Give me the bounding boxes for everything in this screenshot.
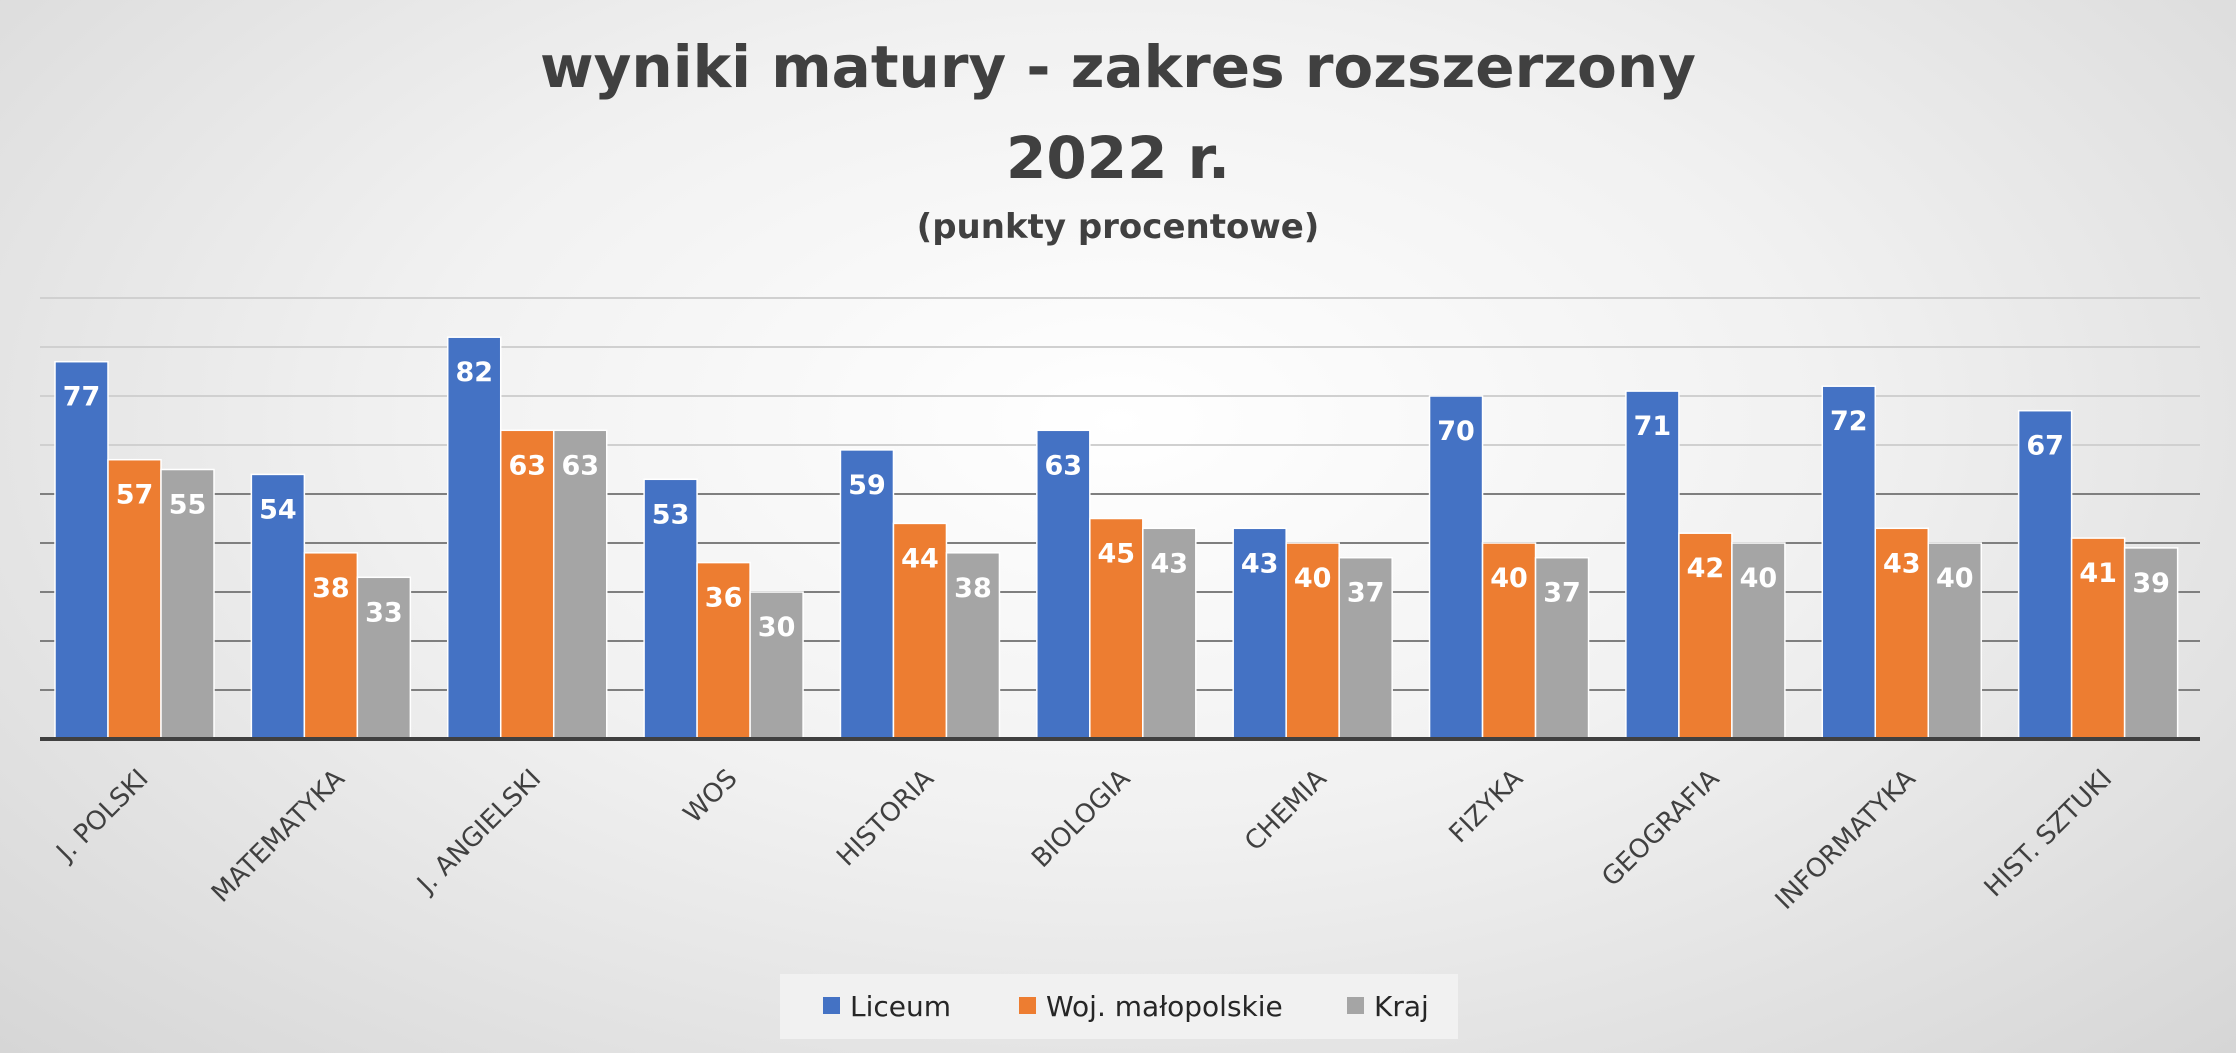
value-label: 41 bbox=[2079, 558, 2117, 589]
value-label: 30 bbox=[758, 612, 796, 643]
value-label: 44 bbox=[901, 543, 939, 574]
value-label: 37 bbox=[1347, 578, 1385, 609]
legend-label-liceum: Liceum bbox=[850, 990, 951, 1023]
value-label: 40 bbox=[1490, 563, 1528, 594]
x-tick-label: J. POLSKI bbox=[50, 764, 155, 869]
bar-woj-małopolskie-8 bbox=[1678, 532, 1733, 740]
bars bbox=[54, 336, 2179, 740]
value-label: 57 bbox=[116, 480, 154, 511]
value-label: 71 bbox=[1634, 411, 1672, 442]
x-tick-label: GEOGRAFIA bbox=[1596, 764, 1725, 893]
value-label: 70 bbox=[1437, 416, 1475, 447]
value-label: 55 bbox=[169, 490, 207, 521]
bar-kraj-9 bbox=[1927, 542, 1983, 740]
bar-woj-małopolskie-10 bbox=[2070, 537, 2126, 740]
bar-liceum-10 bbox=[2017, 409, 2073, 740]
value-label: 40 bbox=[1740, 563, 1778, 594]
value-label: 40 bbox=[1294, 563, 1332, 594]
x-tick-label: WOS bbox=[678, 764, 744, 830]
bar-liceum-8 bbox=[1625, 390, 1680, 740]
bar-liceum-6 bbox=[1232, 527, 1287, 740]
x-tick-label: CHEMIA bbox=[1239, 764, 1333, 858]
chart-title: wyniki matury - zakres rozszerzony bbox=[540, 33, 1696, 101]
bar-liceum-2 bbox=[446, 336, 502, 740]
legend-swatch-kraj bbox=[1347, 997, 1364, 1014]
value-label: 38 bbox=[954, 573, 992, 604]
legend-background bbox=[780, 974, 1458, 1039]
bar-kraj-2 bbox=[552, 429, 608, 740]
bar-liceum-0 bbox=[54, 360, 109, 740]
value-label: 43 bbox=[1241, 548, 1279, 579]
value-label: 36 bbox=[705, 583, 743, 614]
value-label: 38 bbox=[312, 573, 350, 604]
x-tick-label: J. ANGIELSKI bbox=[410, 764, 547, 901]
bar-kraj-4 bbox=[945, 552, 1001, 740]
bar-kraj-10 bbox=[2123, 547, 2179, 740]
bar-kraj-5 bbox=[1142, 527, 1197, 740]
bar-woj-małopolskie-3 bbox=[696, 561, 751, 740]
x-tick-label: HIST. SZTUKI bbox=[1979, 764, 2118, 903]
chart-title-year: 2022 r. bbox=[1006, 124, 1230, 192]
legend-swatch-woj bbox=[1019, 997, 1036, 1014]
chart-subtitle: (punkty procentowe) bbox=[917, 207, 1320, 247]
value-label: 67 bbox=[2026, 431, 2064, 462]
legend-label-woj: Woj. małopolskie bbox=[1046, 990, 1283, 1023]
legend: Liceum Woj. małopolskie Kraj bbox=[780, 974, 1458, 1039]
bar-kraj-8 bbox=[1731, 542, 1786, 740]
value-label: 59 bbox=[848, 470, 886, 501]
bar-liceum-5 bbox=[1036, 429, 1091, 740]
bar-woj-małopolskie-2 bbox=[499, 429, 555, 740]
bar-liceum-7 bbox=[1428, 395, 1484, 740]
value-label: 63 bbox=[561, 450, 599, 481]
value-label: 63 bbox=[1045, 450, 1083, 481]
x-tick-label: FIZYKA bbox=[1444, 764, 1529, 849]
x-tick-label: INFORMATYKA bbox=[1770, 764, 1922, 916]
value-label: 53 bbox=[652, 499, 690, 530]
value-label: 39 bbox=[2132, 568, 2170, 599]
x-axis-labels: J. POLSKI MATEMATYKA J. ANGIELSKI WOS HISTOR… bbox=[50, 764, 2118, 916]
bar-kraj-3 bbox=[749, 591, 804, 740]
bar-liceum-9 bbox=[1821, 385, 1877, 740]
value-label: 82 bbox=[455, 357, 493, 388]
value-label: 63 bbox=[508, 450, 546, 481]
value-labels: 77 57 55 54 38 33 82 63 63 53 36 30 59 44 38 63 45 43 43 40… bbox=[63, 357, 2170, 643]
x-tick-label: HISTORIA bbox=[831, 764, 940, 873]
value-label: 45 bbox=[1098, 539, 1136, 570]
legend-swatch-liceum bbox=[823, 997, 840, 1014]
value-label: 37 bbox=[1543, 578, 1581, 609]
value-label: 43 bbox=[1883, 548, 1921, 579]
legend-label-kraj: Kraj bbox=[1374, 990, 1429, 1023]
bar-woj-małopolskie-5 bbox=[1089, 517, 1144, 740]
value-label: 72 bbox=[1830, 406, 1868, 437]
value-label: 77 bbox=[63, 382, 101, 413]
value-label: 40 bbox=[1936, 563, 1974, 594]
x-tick-label: BIOLOGIA bbox=[1026, 764, 1136, 874]
value-label: 43 bbox=[1151, 548, 1189, 579]
bar-kraj-7 bbox=[1534, 556, 1590, 740]
x-tick-label: MATEMATYKA bbox=[206, 764, 351, 909]
bar-liceum-4 bbox=[839, 449, 895, 740]
bar-liceum-3 bbox=[643, 478, 698, 740]
value-label: 54 bbox=[259, 494, 297, 525]
bar-kraj-6 bbox=[1338, 556, 1393, 740]
bar-kraj-1 bbox=[356, 576, 412, 740]
value-label: 33 bbox=[365, 597, 403, 628]
value-label: 42 bbox=[1687, 553, 1725, 584]
